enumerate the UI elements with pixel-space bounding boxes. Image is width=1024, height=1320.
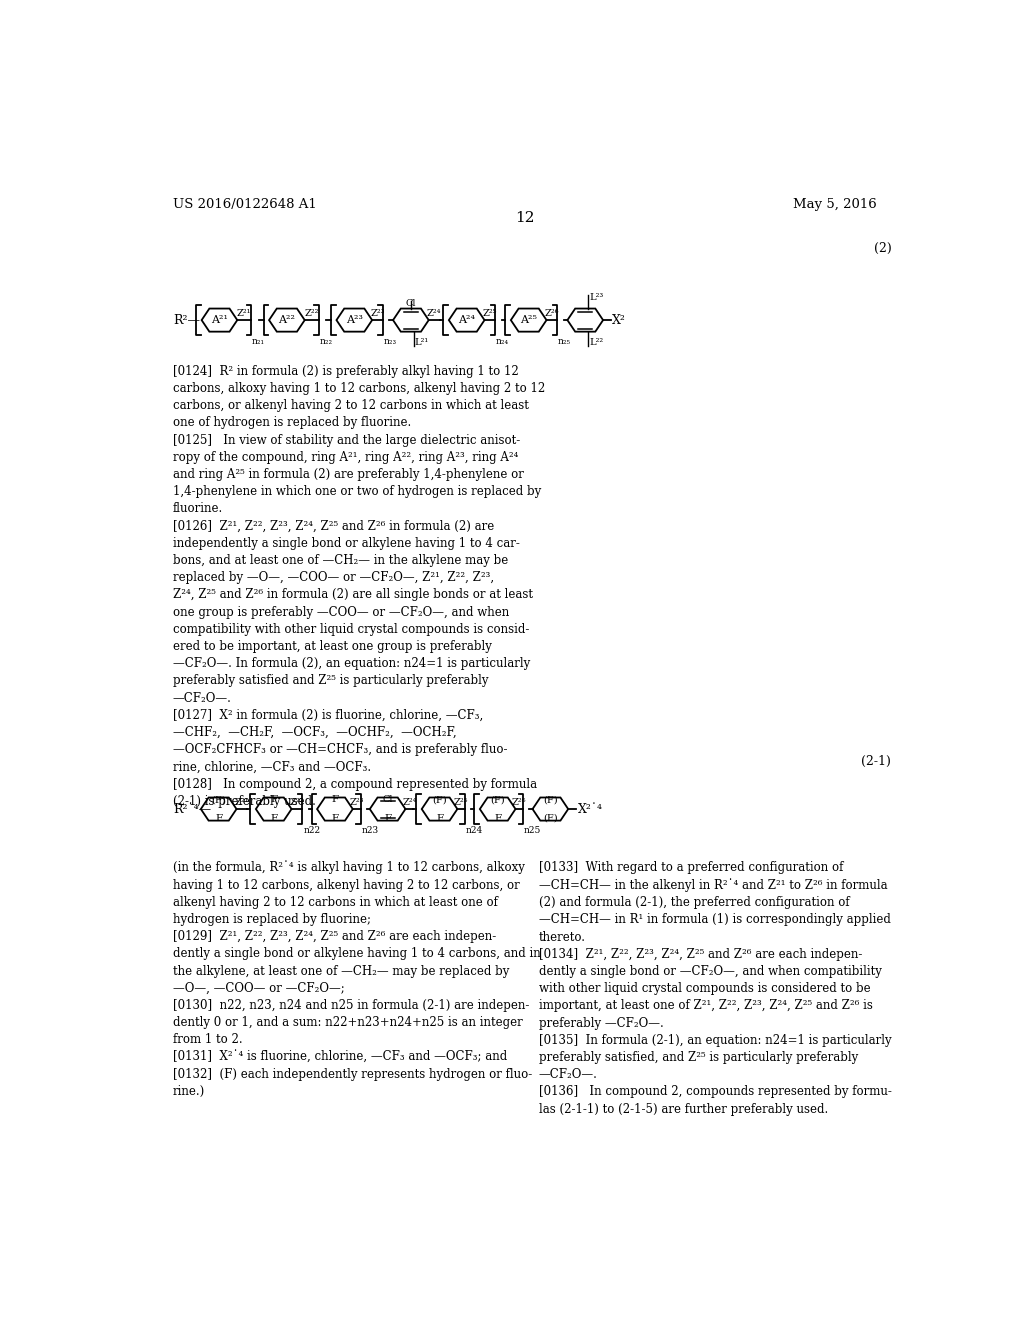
Text: F: F bbox=[270, 795, 278, 804]
Text: A²⁴: A²⁴ bbox=[458, 315, 475, 325]
Text: L²³: L²³ bbox=[589, 293, 603, 302]
Text: A²²: A²² bbox=[279, 315, 295, 325]
Text: Z²⁵: Z²⁵ bbox=[454, 797, 469, 807]
Text: Z²⁶: Z²⁶ bbox=[545, 309, 559, 318]
Text: R²—: R²— bbox=[173, 314, 200, 326]
Text: n23: n23 bbox=[361, 826, 379, 836]
Text: (F): (F) bbox=[543, 814, 558, 822]
Text: n24: n24 bbox=[466, 826, 483, 836]
Text: X²˙⁴: X²˙⁴ bbox=[578, 803, 602, 816]
Text: n22: n22 bbox=[303, 826, 321, 836]
Text: n₂₃: n₂₃ bbox=[384, 337, 397, 346]
Text: F: F bbox=[495, 814, 501, 822]
Text: US 2016/0122648 A1: US 2016/0122648 A1 bbox=[173, 198, 316, 211]
Text: Z²⁴: Z²⁴ bbox=[402, 797, 417, 807]
Text: Z²³: Z²³ bbox=[371, 309, 385, 318]
Text: F: F bbox=[215, 814, 222, 822]
Text: Z²¹: Z²¹ bbox=[237, 309, 252, 318]
Text: L²²: L²² bbox=[589, 338, 603, 347]
Text: Cl: Cl bbox=[406, 300, 416, 309]
Text: n25: n25 bbox=[524, 826, 542, 836]
Text: 12: 12 bbox=[515, 211, 535, 224]
Text: Z²⁵: Z²⁵ bbox=[482, 309, 498, 318]
Text: X²: X² bbox=[612, 314, 627, 326]
Text: F: F bbox=[436, 814, 443, 822]
Text: (in the formula, R²˙⁴ is alkyl having 1 to 12 carbons, alkoxy
having 1 to 12 car: (in the formula, R²˙⁴ is alkyl having 1 … bbox=[173, 861, 541, 1098]
Text: [0133]  With regard to a preferred configuration of
—CH=CH— in the alkenyl in R²: [0133] With regard to a preferred config… bbox=[539, 861, 892, 1115]
Text: n₂₅: n₂₅ bbox=[558, 337, 571, 346]
Text: (F): (F) bbox=[432, 795, 446, 804]
Text: F: F bbox=[332, 795, 339, 804]
Text: Z²⁴: Z²⁴ bbox=[427, 309, 441, 318]
Text: Z²³: Z²³ bbox=[349, 797, 364, 807]
Text: L²¹: L²¹ bbox=[415, 338, 429, 347]
Text: A²⁵: A²⁵ bbox=[520, 315, 538, 325]
Text: [0124]  R² in formula (2) is preferably alkyl having 1 to 12
carbons, alkoxy hav: [0124] R² in formula (2) is preferably a… bbox=[173, 364, 545, 808]
Text: R²˙⁴—: R²˙⁴— bbox=[173, 803, 211, 816]
Text: Z²²: Z²² bbox=[290, 797, 304, 807]
Text: (F): (F) bbox=[490, 795, 505, 804]
Text: F: F bbox=[332, 814, 339, 822]
Text: (2): (2) bbox=[873, 242, 891, 255]
Text: n₂₁: n₂₁ bbox=[252, 337, 265, 346]
Text: (2-1): (2-1) bbox=[861, 755, 891, 768]
Text: May 5, 2016: May 5, 2016 bbox=[793, 198, 877, 211]
Text: Z²⁶: Z²⁶ bbox=[512, 797, 526, 807]
Text: (F): (F) bbox=[211, 795, 226, 804]
Text: F: F bbox=[270, 814, 278, 822]
Text: Z²²: Z²² bbox=[304, 309, 318, 318]
Text: (F): (F) bbox=[543, 795, 558, 804]
Text: F: F bbox=[384, 814, 391, 822]
Text: Cl: Cl bbox=[382, 795, 393, 804]
Text: n₂₄: n₂₄ bbox=[496, 337, 509, 346]
Text: n₂₂: n₂₂ bbox=[319, 337, 333, 346]
Text: Z²¹: Z²¹ bbox=[234, 797, 249, 807]
Text: A²¹: A²¹ bbox=[211, 315, 228, 325]
Text: A²³: A²³ bbox=[346, 315, 362, 325]
